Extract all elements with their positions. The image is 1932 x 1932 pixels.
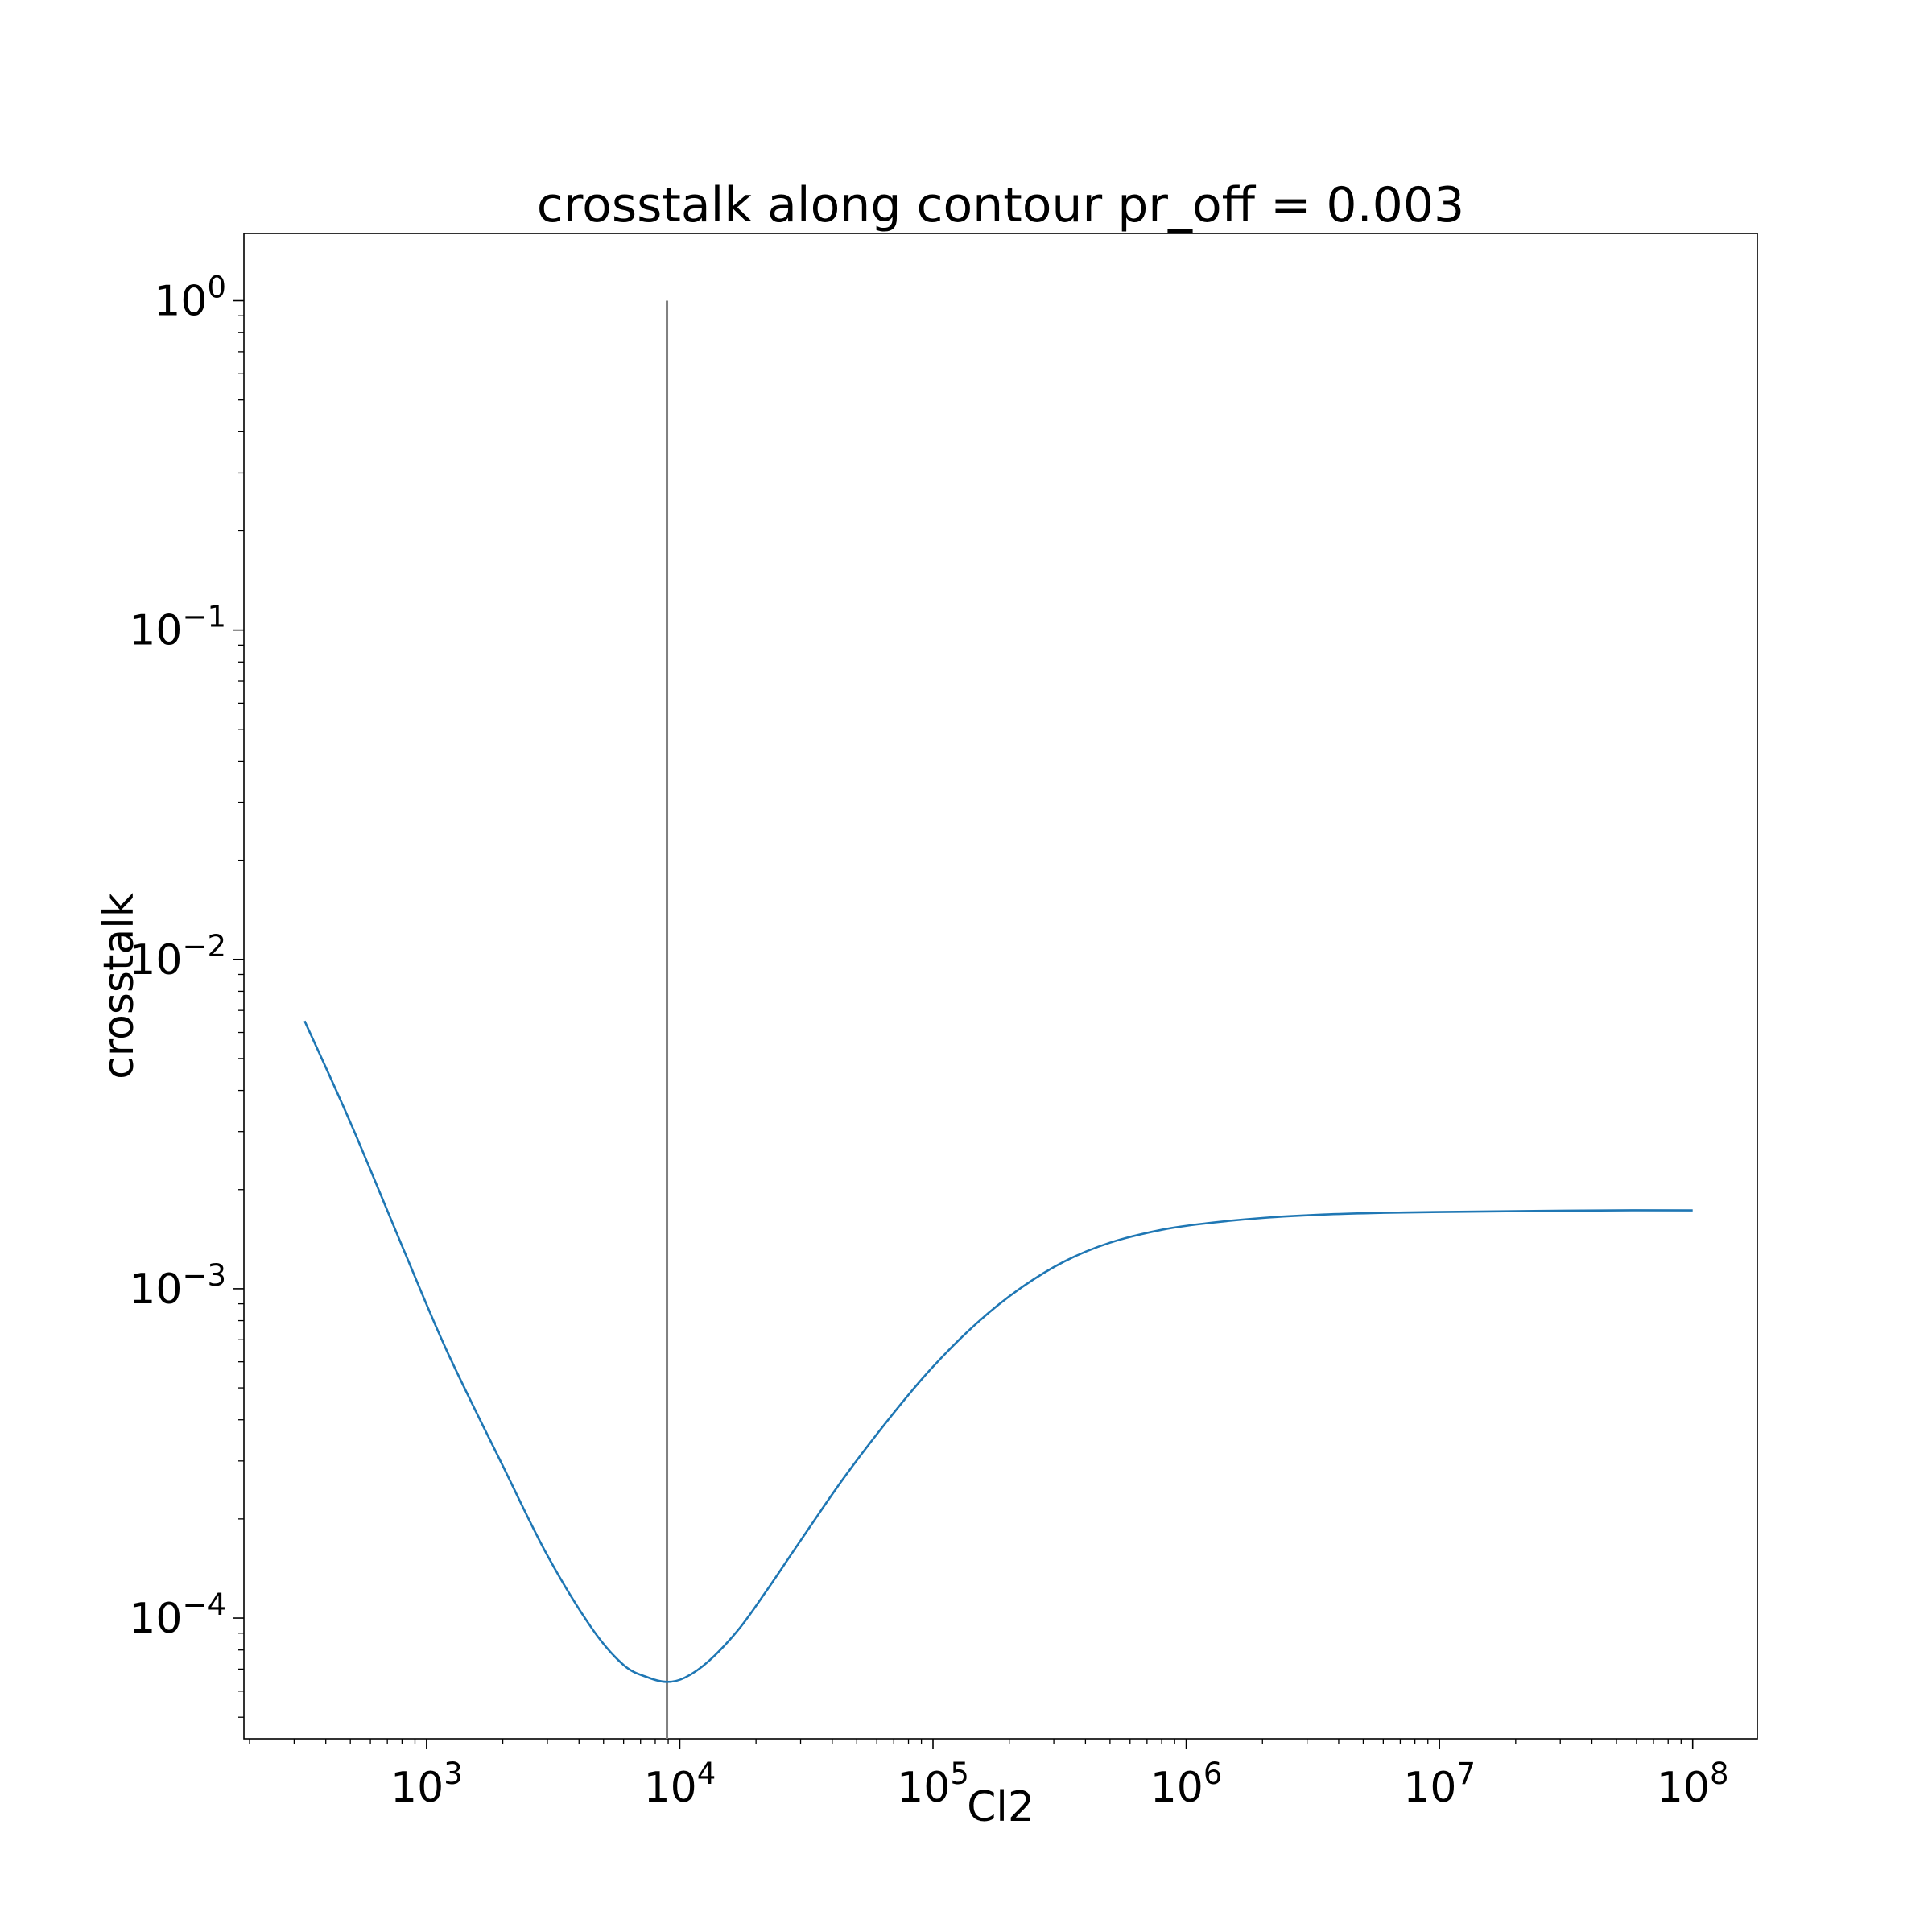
x-tick-label: 108 (1657, 1757, 1729, 1812)
y-tick-base: 10 (129, 1595, 182, 1643)
x-tick-exponent: 4 (697, 1757, 716, 1791)
x-tick-base: 10 (897, 1764, 950, 1812)
x-axis-label: Cl2 (967, 1783, 1034, 1831)
y-tick-base: 10 (129, 607, 182, 655)
y-tick-label: 10−1 (129, 600, 226, 655)
x-tick-base: 10 (644, 1764, 697, 1812)
x-tick-exponent: 3 (444, 1757, 463, 1791)
x-tick-exponent: 6 (1203, 1757, 1223, 1791)
x-tick-exponent: 7 (1456, 1757, 1476, 1791)
x-tick-base: 10 (390, 1764, 444, 1812)
x-axis-ticks: 103 104 105 106 107 108 (390, 1739, 1729, 1812)
x-tick-label: 107 (1403, 1757, 1476, 1812)
y-tick-exponent: −3 (182, 1258, 226, 1293)
x-tick-label: 106 (1150, 1757, 1223, 1812)
y-axis-label: crosstalk (95, 893, 143, 1080)
x-tick-base: 10 (1657, 1764, 1710, 1812)
x-tick-base: 10 (1403, 1764, 1456, 1812)
x-tick-label: 104 (644, 1757, 716, 1812)
y-tick-base: 10 (129, 1265, 182, 1314)
y-tick-base: 10 (154, 278, 207, 326)
x-tick-exponent: 5 (950, 1757, 969, 1791)
y-tick-label: 10−3 (129, 1258, 226, 1314)
y-tick-exponent: −4 (182, 1587, 226, 1622)
x-tick-label: 105 (897, 1757, 969, 1812)
y-tick-label: 10−2 (129, 929, 226, 985)
plot-area (243, 233, 1758, 1740)
y-tick-exponent: −2 (182, 929, 226, 964)
x-tick-exponent: 8 (1710, 1757, 1729, 1791)
series-line-crosstalk (303, 1020, 1693, 1683)
x-tick-base: 10 (1150, 1764, 1203, 1812)
y-tick-exponent: 0 (207, 270, 226, 305)
y-tick-label: 100 (154, 270, 226, 326)
y-tick-label: 10−4 (129, 1587, 226, 1643)
y-tick-base: 10 (129, 936, 182, 985)
minor-ticks (238, 315, 1682, 1744)
x-tick-label: 103 (390, 1757, 463, 1812)
chart-title: crosstalk along contour pr_off = 0.003 (537, 177, 1464, 233)
y-tick-exponent: −1 (182, 600, 226, 634)
